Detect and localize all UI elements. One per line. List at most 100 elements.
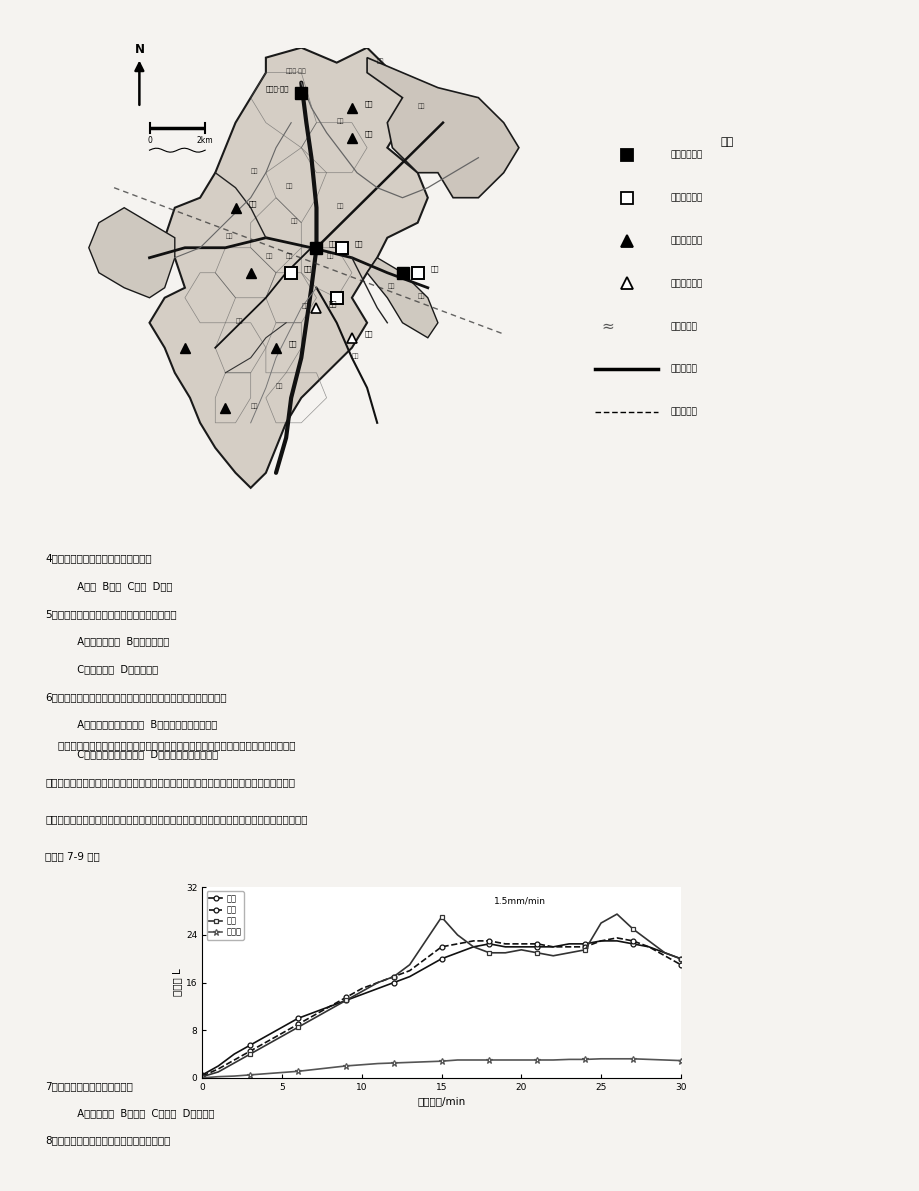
Text: 延锦: 延锦 bbox=[329, 300, 337, 307]
坡耕地 bbox=[403, 1055, 414, 1070]
草地 bbox=[547, 948, 558, 962]
林地 bbox=[340, 991, 351, 1005]
林地 bbox=[229, 1053, 240, 1067]
草地 bbox=[308, 1011, 319, 1025]
荒地 bbox=[516, 940, 527, 954]
草地 bbox=[451, 928, 462, 942]
Text: 延伸: 延伸 bbox=[250, 404, 258, 409]
坡耕地 bbox=[244, 1067, 255, 1081]
Text: 黄城: 黄城 bbox=[354, 241, 362, 247]
草地 bbox=[212, 1065, 223, 1079]
Text: （综合型）镇: （综合型）镇 bbox=[670, 150, 702, 160]
Text: 流桥: 流桥 bbox=[235, 318, 243, 324]
Text: C产业类型多  D市场范围大: C产业类型多 D市场范围大 bbox=[71, 665, 158, 674]
林地 bbox=[531, 936, 542, 950]
荒地 bbox=[531, 940, 542, 954]
Text: 江南: 江南 bbox=[336, 118, 344, 124]
Text: （综合型）市: （综合型）市 bbox=[670, 236, 702, 245]
Text: 延锦: 延锦 bbox=[225, 233, 233, 238]
草地 bbox=[229, 1055, 240, 1070]
Line: 荒地: 荒地 bbox=[199, 939, 683, 1078]
林地 bbox=[244, 1043, 255, 1059]
Text: N: N bbox=[135, 43, 145, 56]
荒地 bbox=[563, 936, 574, 950]
坡耕地 bbox=[675, 1053, 686, 1067]
荒地 bbox=[499, 940, 510, 954]
草地 bbox=[611, 908, 622, 922]
草地 bbox=[531, 946, 542, 960]
坡耕地 bbox=[436, 1054, 447, 1068]
草地 bbox=[356, 984, 367, 998]
荒地 bbox=[675, 952, 686, 966]
林地 bbox=[451, 936, 462, 950]
荒地 bbox=[420, 960, 431, 974]
荒地 bbox=[372, 981, 383, 996]
Text: 此完成 7-9 题。: 此完成 7-9 题。 bbox=[45, 852, 100, 861]
Text: 吴江县·枯桥: 吴江县·枯桥 bbox=[265, 86, 289, 92]
Line: 草地: 草地 bbox=[199, 911, 683, 1079]
Text: 土地利用情况、坡面面积和位置等均会影响地面产流。河潟流是各支水汇汇入河潟形成的等: 土地利用情况、坡面面积和位置等均会影响地面产流。河潟流是各支水汇汇入河潟形成的等 bbox=[45, 778, 295, 787]
X-axis label: 降雨历时/min: 降雨历时/min bbox=[417, 1096, 465, 1106]
Text: 限制围水域: 限制围水域 bbox=[670, 322, 697, 331]
草地 bbox=[468, 940, 479, 954]
坡耕地 bbox=[516, 1053, 527, 1067]
坡耕地 bbox=[229, 1070, 240, 1084]
荒地 bbox=[340, 993, 351, 1008]
坡耕地 bbox=[499, 1053, 510, 1067]
Text: 千园: 千园 bbox=[329, 241, 337, 247]
林地 bbox=[516, 936, 527, 950]
Text: 松林: 松林 bbox=[250, 168, 258, 174]
林地 bbox=[420, 952, 431, 966]
林地 bbox=[388, 969, 399, 984]
坡耕地 bbox=[260, 1067, 271, 1081]
坡耕地 bbox=[547, 1053, 558, 1067]
Polygon shape bbox=[367, 257, 437, 338]
林地 bbox=[403, 964, 414, 978]
坡耕地 bbox=[611, 1052, 622, 1066]
林地 bbox=[579, 940, 590, 954]
Polygon shape bbox=[150, 48, 427, 488]
坡耕地 bbox=[372, 1056, 383, 1071]
Text: 芦里: 芦里 bbox=[417, 293, 425, 299]
坡耕地 bbox=[324, 1060, 335, 1074]
林地 bbox=[611, 931, 622, 946]
Text: 7同一流域内，地面流汉河潟流: 7同一流域内，地面流汉河潟流 bbox=[45, 1081, 133, 1091]
草地 bbox=[595, 916, 606, 930]
荒地 bbox=[197, 1067, 208, 1081]
荒地 bbox=[277, 1019, 288, 1034]
林地 bbox=[356, 981, 367, 996]
草地 bbox=[579, 943, 590, 958]
Text: A上下级服务范围有差异  B上下级服务等级有差异: A上下级服务范围有差异 B上下级服务等级有差异 bbox=[71, 719, 217, 730]
Text: 交通性干线: 交通性干线 bbox=[670, 364, 697, 374]
Text: 5与综合型市镇相比，专业型市镇的产业特点是: 5与综合型市镇相比，专业型市镇的产业特点是 bbox=[45, 609, 176, 619]
坡耕地 bbox=[292, 1065, 303, 1079]
Line: 坡耕地: 坡耕地 bbox=[199, 1055, 684, 1081]
Text: 1.5mm/min: 1.5mm/min bbox=[494, 897, 546, 906]
Text: A产业规模小平  B依存于内向型: A产业规模小平 B依存于内向型 bbox=[71, 636, 169, 647]
坡耕地 bbox=[277, 1065, 288, 1079]
荒地 bbox=[627, 936, 638, 950]
草地 bbox=[675, 952, 686, 966]
Text: 固亭: 固亭 bbox=[364, 100, 372, 107]
Y-axis label: 径流量 L: 径流量 L bbox=[172, 968, 182, 997]
荒地 bbox=[356, 987, 367, 1002]
草地 bbox=[563, 946, 574, 960]
Text: 2km: 2km bbox=[197, 136, 213, 144]
Text: 江南: 江南 bbox=[364, 130, 372, 137]
林地 bbox=[547, 940, 558, 954]
Text: 千园: 千园 bbox=[266, 254, 273, 258]
坡耕地 bbox=[642, 1053, 653, 1067]
草地 bbox=[372, 975, 383, 990]
林地 bbox=[292, 1017, 303, 1031]
林地 bbox=[675, 958, 686, 972]
坡耕地 bbox=[356, 1058, 367, 1072]
Text: 8同一坡面的林地和草地覆盖下形成的地面流: 8同一坡面的林地和草地覆盖下形成的地面流 bbox=[45, 1135, 171, 1146]
Text: C同等级服务分工有差异  D同等级服务区域有差异: C同等级服务分工有差异 D同等级服务区域有差异 bbox=[71, 749, 218, 759]
坡耕地 bbox=[420, 1055, 431, 1070]
Text: 彩校: 彩校 bbox=[276, 384, 283, 388]
草地 bbox=[292, 1019, 303, 1034]
荒地 bbox=[483, 936, 494, 950]
Text: 大英: 大英 bbox=[286, 183, 293, 188]
坡耕地 bbox=[483, 1053, 494, 1067]
Text: 固亭: 固亭 bbox=[377, 58, 384, 63]
